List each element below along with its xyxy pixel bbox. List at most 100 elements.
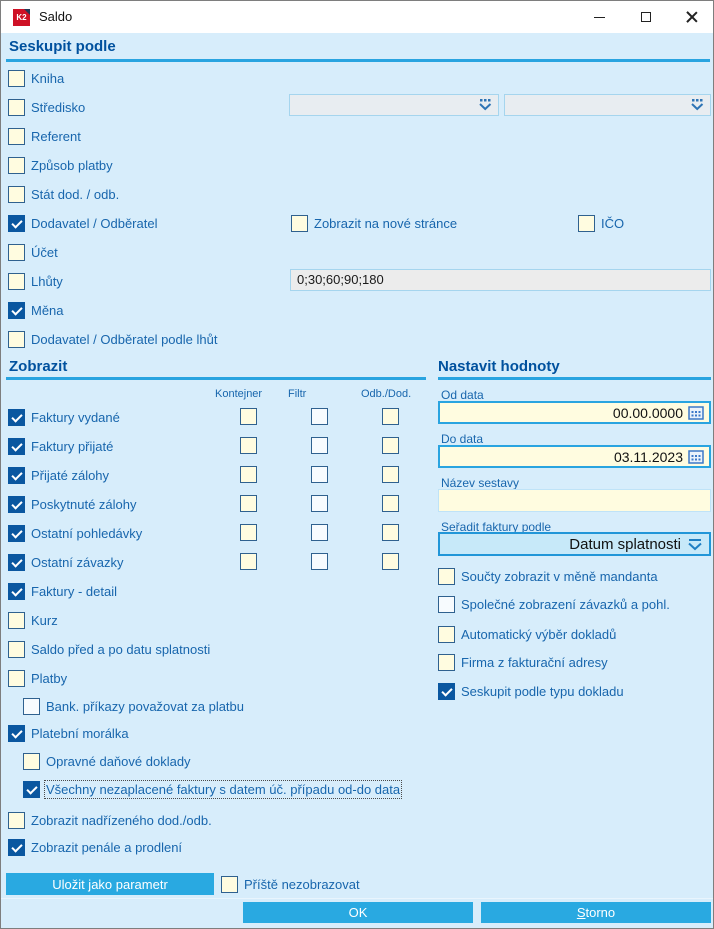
display-row-opravne-danove-doklady[interactable]: Opravné daňové doklady <box>23 752 191 770</box>
odbdod-checkbox-faktury-prijate[interactable] <box>382 437 399 454</box>
row-zobrazit-na-nove-strance[interactable]: Zobrazit na nové stránce <box>291 214 457 232</box>
checkbox-ucet[interactable] <box>8 243 25 261</box>
row-ico[interactable]: IČO <box>578 214 624 232</box>
checkbox-poskytnute-zalohy[interactable] <box>8 495 25 513</box>
option-row-soucty[interactable]: Součty zobrazit v měně mandanta <box>438 567 658 585</box>
odbdod-checkbox-ostatni-pohledavky[interactable] <box>382 524 399 541</box>
checkbox-kniha[interactable] <box>8 69 25 87</box>
kontejner-checkbox-faktury-prijate[interactable] <box>240 437 257 454</box>
checkbox-ostatni-zavazky[interactable] <box>8 553 25 571</box>
group-row-mena[interactable]: Měna <box>8 301 64 319</box>
display-row-poskytnute-zalohy[interactable]: Poskytnuté zálohy <box>8 495 137 513</box>
minimize-button[interactable] <box>577 1 622 33</box>
ok-button[interactable]: OK <box>243 902 473 923</box>
display-row-platebni-moralka[interactable]: Platební morálka <box>8 724 129 742</box>
section-title-seskupit: Seskupit podle <box>9 38 116 55</box>
stredisko-dropdown-1[interactable] <box>289 94 499 116</box>
checkbox-mena[interactable] <box>8 301 25 319</box>
checkbox-stredisko[interactable] <box>8 98 25 116</box>
display-row-ostatni-pohledavky[interactable]: Ostatní pohledávky <box>8 524 142 542</box>
nazev-sestavy-input[interactable] <box>438 489 711 512</box>
checkbox-zpusob-platby[interactable] <box>8 156 25 174</box>
checkbox-faktury-detail[interactable] <box>8 582 25 600</box>
checkbox-dod-odb-podle-lhut[interactable] <box>8 330 25 348</box>
checkbox-saldo-pred-po[interactable] <box>8 640 25 658</box>
maximize-button[interactable] <box>623 1 668 33</box>
checkbox-lhuty[interactable] <box>8 272 25 290</box>
checkbox-ostatni-pohledavky[interactable] <box>8 524 25 542</box>
display-row-prijate-zalohy[interactable]: Přijaté zálohy <box>8 466 109 484</box>
stredisko-dropdown-2[interactable] <box>504 94 711 116</box>
checkbox-seskupit-podle-typu[interactable] <box>438 682 455 700</box>
display-row-kurz[interactable]: Kurz <box>8 611 58 629</box>
display-row-ostatni-zavazky[interactable]: Ostatní závazky <box>8 553 123 571</box>
ulozit-jako-parametr-button[interactable]: Uložit jako parametr <box>6 873 214 895</box>
checkbox-vsechny-nezaplacene[interactable] <box>23 780 40 798</box>
odbdod-checkbox-faktury-vydane[interactable] <box>382 408 399 425</box>
group-row-dodavatel-odberatel[interactable]: Dodavatel / Odběratel <box>8 214 157 232</box>
checkbox-bank-prikazy[interactable] <box>23 697 40 715</box>
checkbox-ico[interactable] <box>578 214 595 232</box>
checkbox-spolecne-zobrazeni[interactable] <box>438 595 455 613</box>
group-row-kniha[interactable]: Kniha <box>8 69 64 87</box>
display-row-faktury-detail[interactable]: Faktury - detail <box>8 582 117 600</box>
odbdod-checkbox-ostatni-zavazky[interactable] <box>382 553 399 570</box>
option-row-firma-z-fakturacni-adresy[interactable]: Firma z fakturační adresy <box>438 653 608 671</box>
kontejner-checkbox-ostatni-zavazky[interactable] <box>240 553 257 570</box>
display-row-faktury-prijate[interactable]: Faktury přijaté <box>8 437 113 455</box>
checkbox-platby[interactable] <box>8 669 25 687</box>
display-row-faktury-vydane[interactable]: Faktury vydané <box>8 408 120 426</box>
checkbox-prijate-zalohy[interactable] <box>8 466 25 484</box>
group-row-ucet[interactable]: Účet <box>8 243 58 261</box>
odbdod-checkbox-prijate-zalohy[interactable] <box>382 466 399 483</box>
filtr-checkbox-faktury-vydane[interactable] <box>311 408 328 425</box>
checkbox-zobrazit-nadrizeneho[interactable] <box>8 811 25 829</box>
group-row-stat[interactable]: Stát dod. / odb. <box>8 185 119 203</box>
display-row-vsechny-nezaplacene[interactable]: Všechny nezaplacené faktury s datem úč. … <box>23 779 403 799</box>
odbdod-checkbox-poskytnute-zalohy[interactable] <box>382 495 399 512</box>
close-button[interactable] <box>669 1 713 33</box>
od-data-input[interactable]: 00.00.0000 <box>438 401 711 424</box>
filtr-checkbox-ostatni-pohledavky[interactable] <box>311 524 328 541</box>
checkbox-faktury-vydane[interactable] <box>8 408 25 426</box>
checkbox-platebni-moralka[interactable] <box>8 724 25 742</box>
lhuty-input[interactable]: 0;30;60;90;180 <box>290 269 711 291</box>
checkbox-zobrazit-na-nove-strance[interactable] <box>291 214 308 232</box>
kontejner-checkbox-poskytnute-zalohy[interactable] <box>240 495 257 512</box>
filtr-checkbox-prijate-zalohy[interactable] <box>311 466 328 483</box>
checkbox-zobrazit-penale[interactable] <box>8 838 25 856</box>
group-row-lhuty[interactable]: Lhůty <box>8 272 63 290</box>
group-row-stredisko[interactable]: Středisko <box>8 98 85 116</box>
display-row-zobrazit-penale[interactable]: Zobrazit penále a prodlení <box>8 838 182 856</box>
kontejner-checkbox-prijate-zalohy[interactable] <box>240 466 257 483</box>
checkbox-automaticky-vyber[interactable] <box>438 625 455 643</box>
option-row-automaticky-vyber[interactable]: Automatický výběr dokladů <box>438 625 616 643</box>
seradit-faktury-dropdown[interactable]: Datum splatnosti <box>438 532 711 556</box>
group-row-dod-odb-podle-lhut[interactable]: Dodavatel / Odběratel podle lhůt <box>8 330 217 348</box>
checkbox-firma-z-fakturacni-adresy[interactable] <box>438 653 455 671</box>
kontejner-checkbox-ostatni-pohledavky[interactable] <box>240 524 257 541</box>
filtr-checkbox-faktury-prijate[interactable] <box>311 437 328 454</box>
kontejner-checkbox-faktury-vydane[interactable] <box>240 408 257 425</box>
checkbox-dodavatel-odberatel[interactable] <box>8 214 25 232</box>
filtr-checkbox-ostatni-zavazky[interactable] <box>311 553 328 570</box>
checkbox-faktury-prijate[interactable] <box>8 437 25 455</box>
checkbox-soucty-v-mene-mandanta[interactable] <box>438 567 455 585</box>
checkbox-opravne-danove-doklady[interactable] <box>23 752 40 770</box>
display-row-saldo-pred-po[interactable]: Saldo před a po datu splatnosti <box>8 640 210 658</box>
checkbox-priste-nezobrazovat[interactable] <box>221 875 238 893</box>
checkbox-stat-dod-odb[interactable] <box>8 185 25 203</box>
do-data-input[interactable]: 03.11.2023 <box>438 445 711 468</box>
group-row-zpusob-platby[interactable]: Způsob platby <box>8 156 113 174</box>
option-row-spolecne-zobrazeni[interactable]: Společné zobrazení závazků a pohl. <box>438 595 670 613</box>
display-row-zobrazit-nadrizeneho[interactable]: Zobrazit nadřízeného dod./odb. <box>8 811 212 829</box>
display-row-bank-prikazy[interactable]: Bank. příkazy považovat za platbu <box>23 697 244 715</box>
checkbox-referent[interactable] <box>8 127 25 145</box>
group-row-referent[interactable]: Referent <box>8 127 81 145</box>
row-priste-nezobrazovat[interactable]: Příště nezobrazovat <box>221 875 360 893</box>
display-row-platby[interactable]: Platby <box>8 669 67 687</box>
filtr-checkbox-poskytnute-zalohy[interactable] <box>311 495 328 512</box>
checkbox-kurz[interactable] <box>8 611 25 629</box>
option-row-seskupit-podle-typu[interactable]: Seskupit podle typu dokladu <box>438 682 624 700</box>
